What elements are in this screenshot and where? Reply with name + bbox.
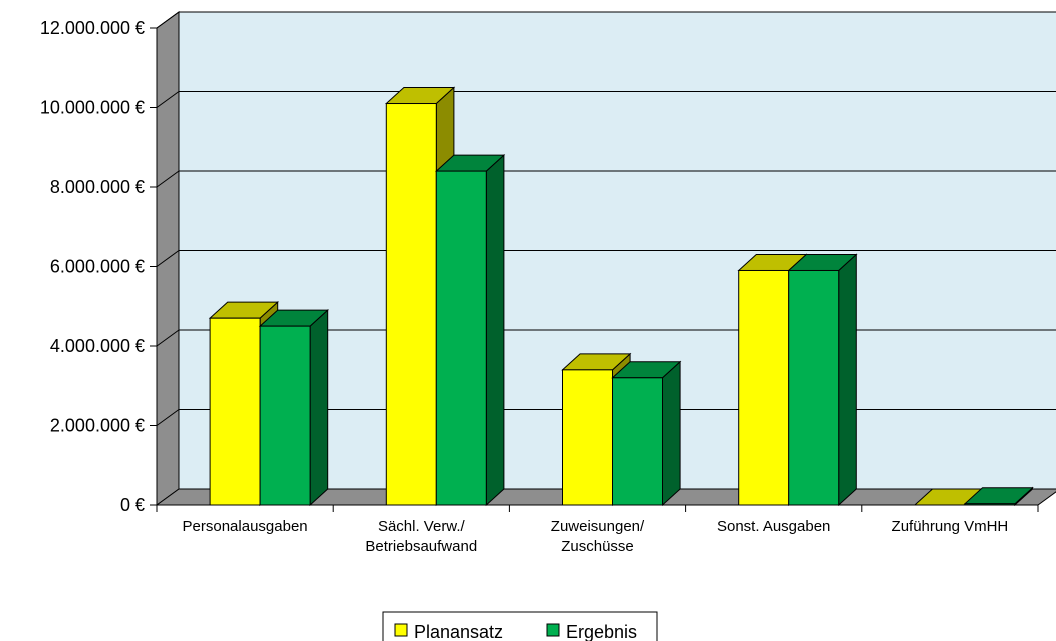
x-category-label: Zuführung VmHH (892, 518, 1009, 535)
bar-front (562, 369, 613, 506)
x-axis: Personalausgaben Sächl. Verw./ Betriebsauf… (156, 504, 1039, 555)
gridline-side (156, 250, 180, 267)
gridline-side (156, 409, 180, 426)
x-category-label: Zuschüsse (561, 538, 634, 555)
bar-front (385, 103, 437, 506)
bar-side (838, 253, 857, 507)
y-tick-label: 6.000.000 € (50, 257, 145, 277)
bar-ergebnis-1 (435, 153, 506, 507)
legend-box (382, 611, 658, 641)
x-category-label: Personalausgaben (183, 518, 308, 535)
x-category-label: Betriebsaufwand (365, 538, 477, 555)
legend-swatch (394, 623, 408, 637)
y-tick-label: 4.000.000 € (50, 336, 145, 356)
legend-label: Planansatz (414, 622, 503, 641)
bar-side (309, 308, 329, 507)
bar-front (259, 325, 311, 506)
y-axis: 0 € 2.000.000 € 4.000.000 € 6.000.000 € 8.00… (40, 18, 158, 515)
gridline-side (156, 11, 180, 29)
y-tick-label: 0 € (120, 495, 145, 515)
y-tick-label: 8.000.000 € (50, 177, 145, 197)
legend: Planansatz Ergebnis (382, 611, 658, 641)
bar-side (662, 360, 681, 507)
bar-ergebnis-0 (258, 308, 329, 507)
x-category-label: Zuweisungen/ (551, 518, 645, 535)
gridline-side (156, 329, 180, 347)
x-category-label: Sonst. Ausgaben (717, 518, 830, 535)
x-category-label: Sächl. Verw./ (378, 518, 466, 535)
bar-front (612, 377, 663, 506)
y-tick-label: 2.000.000 € (50, 416, 145, 436)
bar-ergebnis-2 (611, 360, 682, 507)
bar-front (209, 317, 261, 506)
legend-swatch (546, 623, 560, 637)
bar-front (788, 269, 840, 506)
bar-front (435, 170, 487, 506)
bar-ergebnis-3 (787, 253, 858, 507)
y-tick-label: 12.000.000 € (40, 18, 145, 38)
bar-ergebnis-4 (963, 486, 1034, 507)
y-tick-label: 10.000.000 € (40, 98, 145, 118)
gridline-side (156, 91, 180, 108)
bar-side (485, 153, 505, 507)
bars (208, 86, 1034, 507)
legend-label: Ergebnis (566, 622, 637, 641)
gridline-side (156, 170, 180, 188)
bar-front (738, 269, 790, 506)
